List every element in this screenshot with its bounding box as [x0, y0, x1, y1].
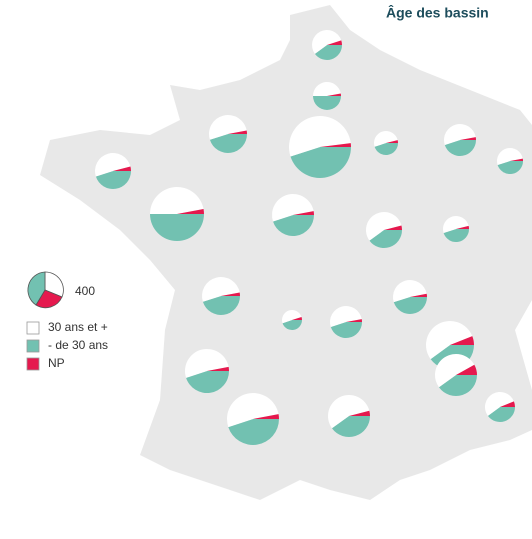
pie-slice	[484, 391, 514, 416]
size-legend-value: 400	[75, 284, 95, 298]
pie-slice	[282, 310, 302, 324]
pie-slice	[312, 96, 342, 110]
pie-slice	[374, 143, 399, 156]
pie-slice	[510, 158, 524, 161]
pie-slice	[273, 215, 314, 236]
pie-slice	[349, 410, 370, 416]
pie-slice	[373, 130, 398, 147]
pie-slice	[228, 419, 279, 445]
pie-slice	[184, 348, 229, 378]
pie-slice	[150, 187, 204, 214]
pie-slice	[327, 40, 343, 45]
pie-slice	[312, 81, 341, 96]
pie-slice	[386, 140, 399, 143]
pie-slice	[207, 366, 230, 371]
legend-swatch	[26, 321, 40, 335]
pie-slice	[444, 140, 476, 156]
pie-slice	[221, 292, 241, 296]
pie-slice	[95, 153, 131, 177]
pie-slice	[201, 276, 240, 302]
pie-slice	[228, 130, 248, 134]
legend-label: - de 30 ans	[48, 338, 108, 352]
pie-slice	[435, 354, 475, 388]
legend-swatch	[26, 339, 40, 353]
pie-slice	[282, 320, 302, 330]
pie-slice	[460, 137, 476, 140]
legend-label: 30 ans et +	[48, 320, 108, 334]
pie-slice	[426, 321, 473, 360]
pie-slice	[253, 414, 279, 419]
pie-slice	[450, 336, 474, 345]
pie-slice	[366, 212, 402, 241]
pie-slice	[346, 319, 362, 322]
pie-slice	[95, 171, 131, 189]
pie-slice	[497, 161, 524, 175]
pie-slice	[456, 225, 470, 229]
pie-slice	[442, 215, 469, 234]
pie-slice	[186, 371, 230, 394]
pie-slice	[289, 116, 351, 157]
size-legend-pie	[27, 271, 64, 309]
pie-slice	[150, 214, 204, 241]
pie-slice	[444, 124, 476, 146]
pie-slice	[392, 279, 427, 303]
legend-label: NP	[48, 356, 65, 370]
pie-slice	[393, 297, 428, 315]
pie-slice	[177, 208, 204, 214]
pie-slice	[208, 114, 247, 140]
pie-slice	[330, 322, 362, 338]
pie-slice	[113, 166, 131, 171]
pie-slice	[227, 393, 279, 428]
pie-slice	[320, 143, 351, 147]
title: Âge des bassin	[386, 4, 489, 21]
pie-slice	[331, 416, 370, 437]
pie-slice	[327, 93, 342, 96]
pie-slice	[272, 194, 314, 222]
pie-slice	[290, 147, 351, 178]
pie-slice	[209, 134, 248, 154]
france-shape	[40, 5, 532, 500]
pie-slice	[496, 147, 523, 166]
pie-slice	[330, 306, 362, 328]
pie-slice	[202, 296, 241, 316]
pie-slice	[369, 230, 402, 249]
pie-slice	[293, 211, 314, 215]
pie-slice	[410, 293, 428, 297]
pie-slice	[456, 364, 477, 375]
pie-slice	[487, 407, 516, 423]
pie-slice	[384, 225, 402, 230]
pie-slice	[328, 395, 370, 429]
pie-slice	[314, 45, 343, 61]
pie-slice	[443, 229, 470, 243]
pie-slice	[292, 316, 302, 320]
pie-slice	[500, 401, 516, 407]
pie-slice	[438, 375, 477, 396]
legend-swatch	[26, 357, 40, 371]
pie-slice	[311, 29, 342, 54]
